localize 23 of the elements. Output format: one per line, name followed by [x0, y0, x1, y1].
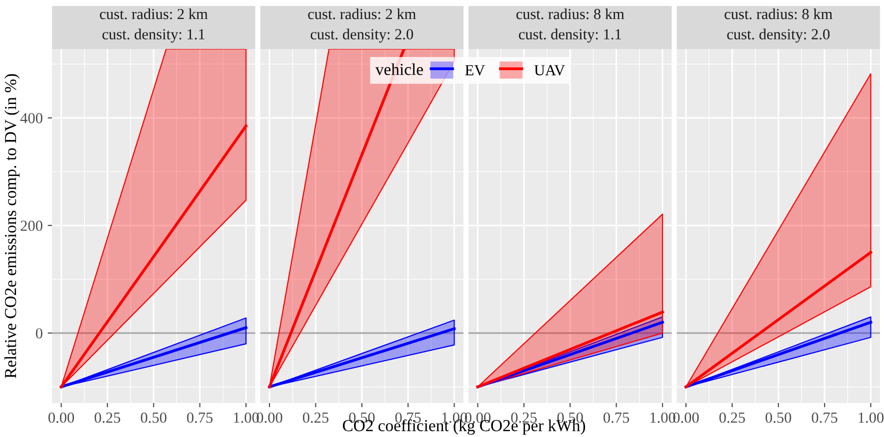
- chart-title: cust. radius: 8 km cust. density: 1.1: [516, 8, 624, 43]
- y-tick-label: 0: [36, 328, 42, 339]
- x-tick-label: 0.25: [94, 412, 120, 423]
- y-tick-label: 200: [20, 220, 42, 231]
- chart-title: cust. radius: 2 km cust. density: 2.0: [308, 8, 416, 43]
- legend-label: UAV: [534, 65, 565, 76]
- legend-title: vehicle: [375, 63, 423, 76]
- x-tick-label: 0.00: [673, 412, 699, 423]
- x-tick-label: 1.00: [858, 412, 884, 423]
- x-tick-label: 0.75: [187, 412, 213, 423]
- chart-title: cust. radius: 2 km cust. density: 1.1: [100, 8, 208, 43]
- x-tick-label: 0.50: [140, 412, 166, 423]
- x-tick-label: 0.50: [766, 412, 792, 423]
- y-tick-label: 400: [20, 113, 42, 124]
- x-tick-label: 0.25: [719, 412, 745, 423]
- x-tick-label: 0.00: [256, 412, 282, 423]
- x-tick-label: 0.75: [604, 412, 630, 423]
- chart-title: cust. radius: 8 km cust. density: 2.0: [724, 8, 832, 43]
- x-tick-label: 0.00: [48, 412, 74, 423]
- y-axis-title: Relative CO2e emissions comp. to DV (in %): [4, 74, 20, 378]
- x-tick-label: 0.75: [812, 412, 838, 423]
- x-tick-label: 0.25: [302, 412, 328, 423]
- legend-label: EV: [465, 65, 485, 76]
